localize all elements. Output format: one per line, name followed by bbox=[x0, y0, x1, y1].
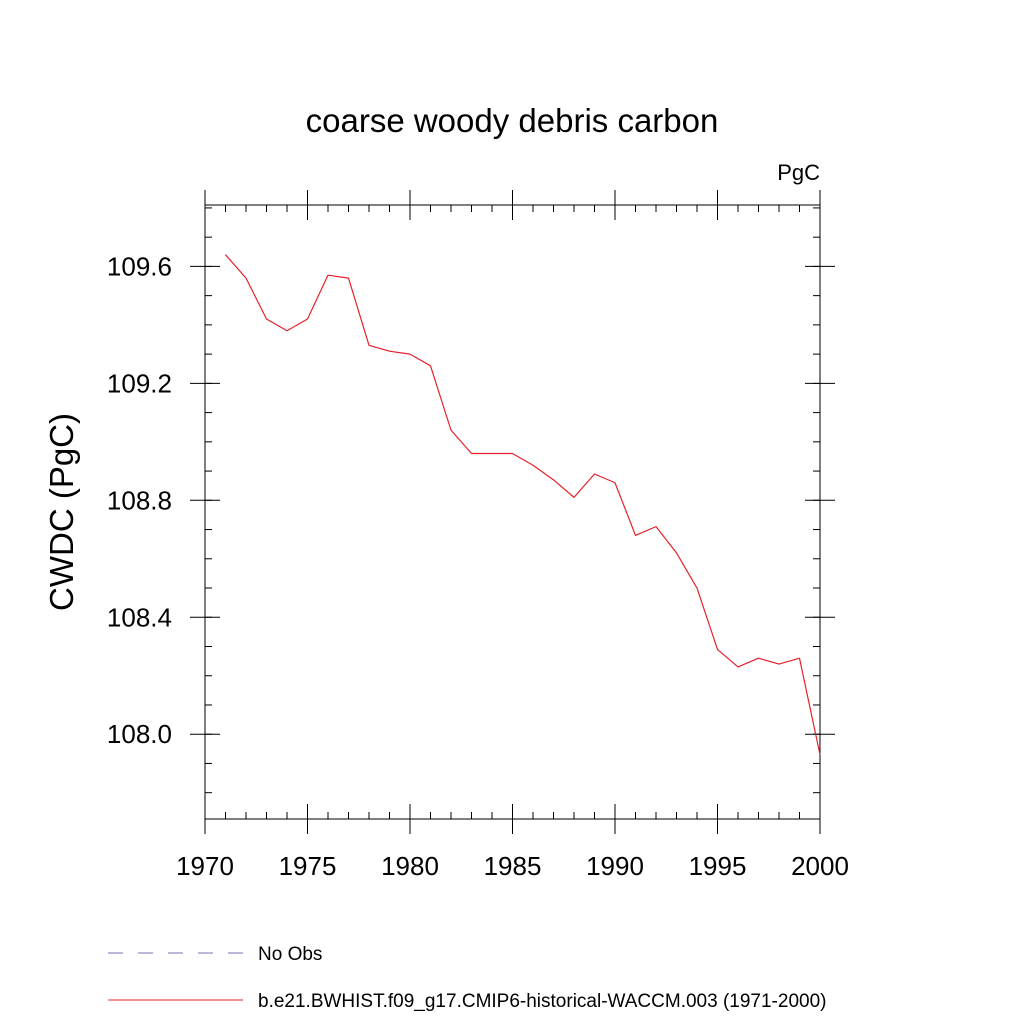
y-tick-label: 108.0 bbox=[107, 719, 172, 749]
x-tick-label: 1995 bbox=[689, 851, 747, 881]
legend-label: b.e21.BWHIST.f09_g17.CMIP6-historical-WA… bbox=[258, 991, 826, 1012]
legend-item: No Obs bbox=[108, 944, 322, 965]
x-tick-label: 1970 bbox=[176, 851, 234, 881]
y-tick-labels: 108.0 108.4 108.8 109.2 109.6 bbox=[107, 251, 172, 749]
x-tick-label: 1980 bbox=[381, 851, 439, 881]
y-tick-label: 109.2 bbox=[107, 368, 172, 398]
y-tick-label: 108.4 bbox=[107, 602, 172, 632]
plot-frame bbox=[204, 204, 821, 820]
y-axis-label: CWDC (PgC) bbox=[43, 413, 80, 611]
chart-title: coarse woody debris carbon bbox=[306, 102, 719, 139]
x-tick-label: 1990 bbox=[586, 851, 644, 881]
legend-label: No Obs bbox=[258, 944, 322, 965]
minor-ticks bbox=[204, 205, 821, 819]
legend: No Obs b.e21.BWHIST.f09_g17.CMIP6-histori… bbox=[108, 944, 826, 1012]
y-tick-label: 108.8 bbox=[107, 485, 172, 515]
series-line bbox=[225, 254, 821, 755]
series-layer bbox=[225, 254, 821, 755]
x-tick-labels: 1970 1975 1980 1985 1990 1995 2000 bbox=[176, 851, 849, 881]
units-label: PgC bbox=[777, 160, 820, 185]
legend-item: b.e21.BWHIST.f09_g17.CMIP6-historical-WA… bbox=[108, 991, 826, 1012]
major-ticks bbox=[190, 190, 835, 834]
x-tick-label: 2000 bbox=[791, 851, 849, 881]
x-tick-label: 1975 bbox=[279, 851, 337, 881]
x-tick-label: 1985 bbox=[484, 851, 542, 881]
y-tick-label: 109.6 bbox=[107, 251, 172, 281]
